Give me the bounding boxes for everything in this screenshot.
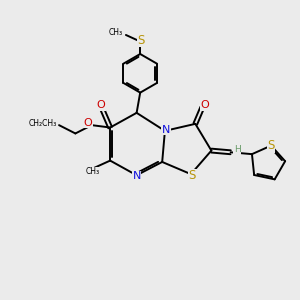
Text: CH₂CH₃: CH₂CH₃ xyxy=(28,119,57,128)
Text: S: S xyxy=(267,139,275,152)
Text: CH₃: CH₃ xyxy=(108,28,122,37)
Text: CH₃: CH₃ xyxy=(85,167,99,176)
Text: N: N xyxy=(162,125,170,135)
Text: S: S xyxy=(189,169,196,182)
Text: H: H xyxy=(234,146,241,154)
Text: O: O xyxy=(200,100,209,110)
Text: O: O xyxy=(96,100,105,110)
Text: O: O xyxy=(84,118,92,128)
Text: S: S xyxy=(137,34,145,46)
Text: N: N xyxy=(132,172,141,182)
